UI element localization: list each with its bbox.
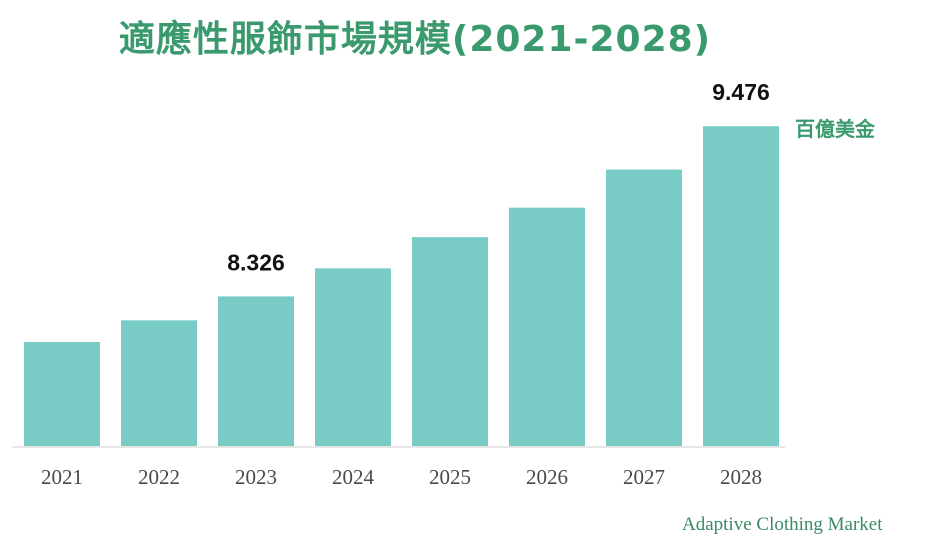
bar-2023 xyxy=(218,296,294,446)
data-labels: 8.326 9.476 xyxy=(227,79,770,275)
chart-title: 適應性服飾市場規模(2021-2028) xyxy=(118,19,712,60)
unit-label: 百億美金 xyxy=(795,117,875,141)
bar-2021 xyxy=(24,342,100,446)
bar-2024 xyxy=(315,268,391,446)
x-tick-label-2027: 2027 xyxy=(623,465,665,489)
x-tick-label-2025: 2025 xyxy=(429,465,471,489)
bars-group xyxy=(24,126,779,447)
bar-2028 xyxy=(703,126,779,446)
x-tick-label-2021: 2021 xyxy=(41,465,83,489)
data-label-2028: 9.476 xyxy=(712,79,770,105)
bar-2025 xyxy=(412,237,488,446)
x-tick-labels: 2021 2022 2023 2024 2025 2026 2027 2028 xyxy=(41,465,762,489)
source-label: Adaptive Clothing Market xyxy=(682,514,883,535)
x-tick-label-2028: 2028 xyxy=(720,465,762,489)
bar-2026 xyxy=(509,207,585,446)
data-label-2023: 8.326 xyxy=(227,249,285,275)
x-tick-label-2022: 2022 xyxy=(138,465,180,489)
bar-2027 xyxy=(606,169,682,447)
bar-2022 xyxy=(121,320,197,446)
x-tick-label-2026: 2026 xyxy=(526,465,568,489)
x-tick-label-2023: 2023 xyxy=(235,465,277,489)
x-tick-label-2024: 2024 xyxy=(332,465,375,489)
